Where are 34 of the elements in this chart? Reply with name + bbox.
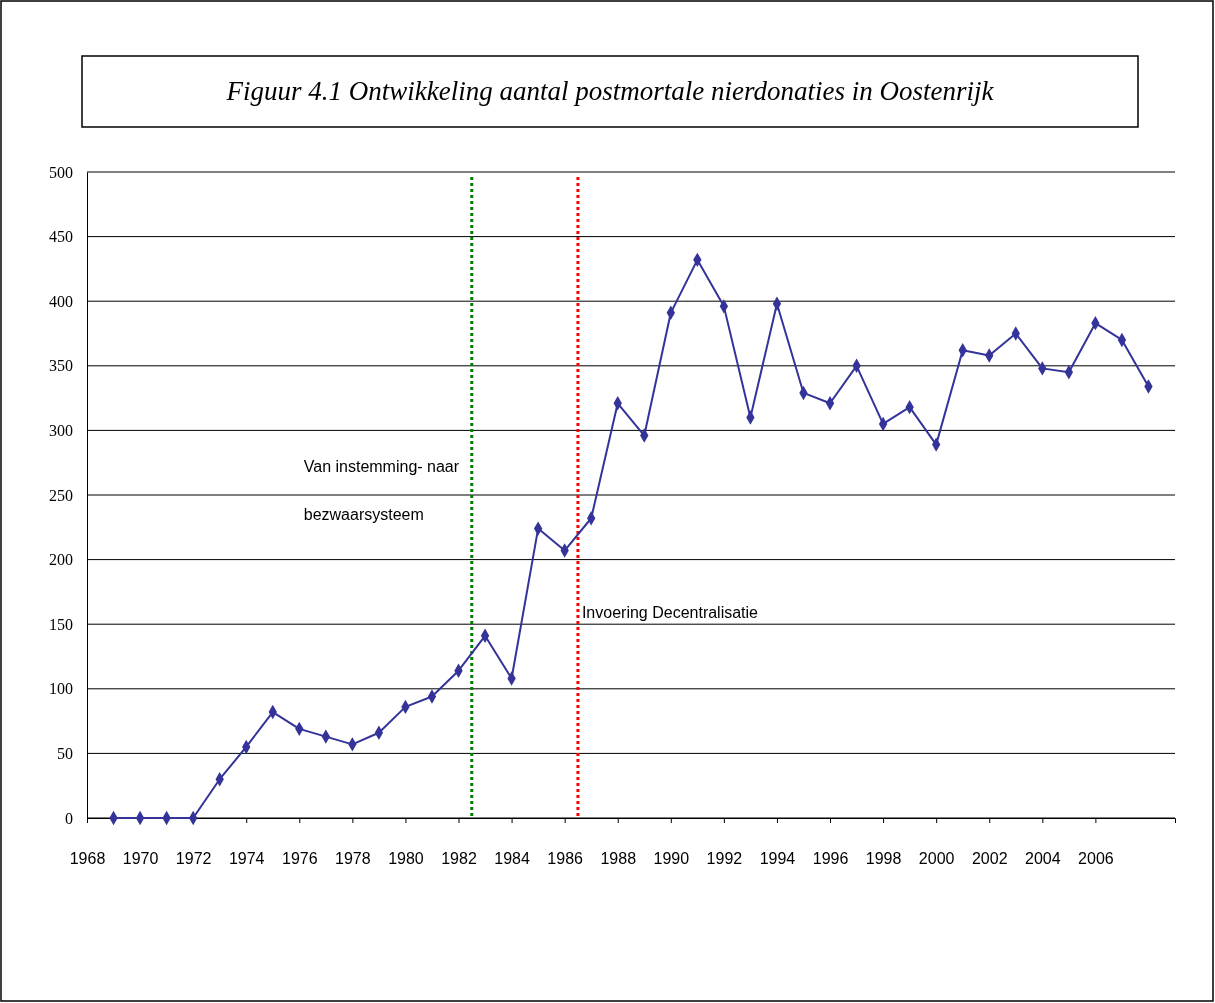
x-tick-label: 2006 xyxy=(1078,850,1114,868)
x-tick-label: 1978 xyxy=(335,850,371,868)
x-tick-label: 1968 xyxy=(69,850,106,868)
x-tick-label: 1982 xyxy=(441,850,477,868)
x-tick-label: 1984 xyxy=(494,850,530,868)
y-tick-label: 300 xyxy=(49,422,73,440)
x-tick-label: 1970 xyxy=(122,850,159,868)
x-tick-label: 2004 xyxy=(1025,850,1061,868)
text: Van instemming- naar bezwaarsysteem xyxy=(303,458,460,523)
x-tick-label: 2002 xyxy=(971,850,1008,868)
y-tick-label: 200 xyxy=(49,551,73,569)
x-tick-label: 1998 xyxy=(865,850,902,868)
x-tick-label: 1976 xyxy=(282,850,318,868)
chart-title: Figuur 4.1 Ontwikkeling aantal postmortale nierdonaties in Oostenrijk xyxy=(225,76,995,106)
y-tick-label: 100 xyxy=(49,680,73,698)
y-tick-label: 450 xyxy=(49,228,73,246)
y-tick-label: 0 xyxy=(65,809,73,827)
x-tick-label: 1992 xyxy=(706,850,743,868)
x-tick-label: 1988 xyxy=(600,850,637,868)
y-tick-label: 150 xyxy=(49,615,73,633)
x-tick-label: 1986 xyxy=(547,850,584,868)
ref-line-label: Invoering Decentralisatie xyxy=(581,604,759,621)
x-tick-label: 1994 xyxy=(759,850,796,868)
y-tick-label: 500 xyxy=(49,163,73,181)
y-tick-label: 250 xyxy=(49,486,73,504)
x-tick-label: 1996 xyxy=(812,850,849,868)
x-tick-label: 1972 xyxy=(175,850,212,868)
y-tick-label: 350 xyxy=(49,357,73,375)
x-tick-label: 1974 xyxy=(228,850,265,868)
x-tick-label: 2000 xyxy=(918,850,955,868)
y-tick-label: 50 xyxy=(57,745,73,763)
y-tick-label: 400 xyxy=(49,292,73,310)
x-tick-label: 1990 xyxy=(653,850,690,868)
x-tick-label: 1980 xyxy=(388,850,424,868)
